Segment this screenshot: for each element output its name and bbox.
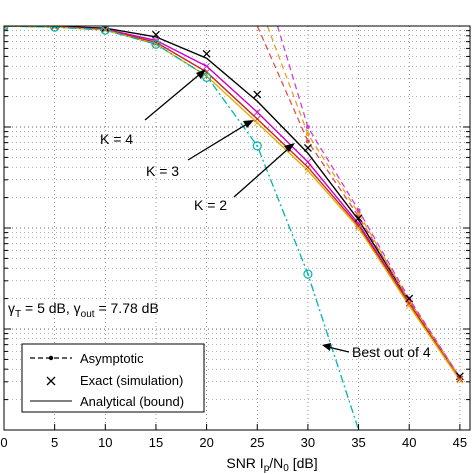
annotation-k2: K = 2: [194, 143, 295, 213]
legend-analytical-label: Analytical (bound): [80, 394, 184, 409]
legend-entry-analytical: Analytical (bound): [30, 394, 184, 409]
legend-simulation-label: Exact (simulation): [80, 373, 183, 388]
asym-marker: [305, 139, 310, 144]
annotation-k4-text: K = 4: [100, 131, 133, 147]
sim-marker-color: [456, 375, 464, 383]
annotation-k4: K = 4: [100, 69, 206, 147]
gamma-annotation: γT = 5 dB, γout = 7.78 dB: [8, 300, 159, 320]
x-tick-label-0: 0: [0, 435, 7, 450]
annotation-k2-text: K = 2: [194, 197, 227, 213]
gamma-out-sub: out: [81, 309, 95, 320]
x-tick-label-45: 45: [453, 435, 467, 450]
grid: [4, 25, 470, 431]
best-marker-dot: [306, 273, 309, 276]
sim-marker: [202, 49, 211, 58]
legend: Asymptotic Exact (simulation) Analytical…: [21, 343, 205, 413]
best-marker-dot: [104, 29, 107, 32]
x-axis-label-sub2: 0: [283, 463, 289, 474]
best-marker-dot: [154, 43, 157, 46]
sim-marker: [253, 90, 262, 99]
x-tick-label-5: 5: [51, 435, 58, 450]
series-line-best: [4, 26, 360, 430]
gamma-out-value: = 7.78 dB: [95, 300, 159, 316]
legend-entry-asymptotic: Asymptotic: [30, 351, 144, 366]
annotation-best-text: Best out of 4: [352, 344, 431, 360]
gamma-t-symbol: γ: [8, 300, 15, 316]
x-tick-label-40: 40: [402, 435, 416, 450]
best-marker-dot: [53, 26, 56, 29]
sim-marker-color: [4, 26, 8, 30]
sim-marker: [303, 144, 312, 152]
x-axis-label: SNR Ip/N0 [dB]: [226, 455, 317, 474]
best-marker: [151, 39, 161, 49]
x-tick-label-25: 25: [250, 435, 264, 450]
sim-marker: [101, 26, 110, 32]
sim-marker: [354, 214, 363, 223]
sim-marker-color: [405, 302, 413, 310]
x-tick-label-30: 30: [301, 435, 315, 450]
sim-marker-color: [203, 62, 210, 70]
x-axis-label-sub1: p: [264, 463, 270, 474]
gamma-out-symbol: γ: [74, 300, 81, 316]
gamma-t-value: = 5 dB,: [21, 300, 74, 316]
x-tick-label-10: 10: [98, 435, 112, 450]
asym-marker: [305, 132, 310, 137]
gamma-t-sub: T: [15, 309, 21, 320]
annotation-k3-text: K = 3: [146, 163, 179, 179]
sim-marker-color: [304, 167, 312, 174]
best-marker: [202, 72, 212, 82]
x-axis-label-base: SNR I: [226, 455, 263, 471]
best-marker: [252, 141, 262, 151]
best-marker: [303, 269, 313, 279]
plot-frame: [3, 25, 471, 431]
x-axis-label-mid: /N: [269, 455, 283, 471]
x-tick-label-15: 15: [149, 435, 163, 450]
x-tick-labels: 0 5 10 15 20 25 30 35 40 45: [0, 424, 467, 450]
annotation-best: Best out of 4: [322, 343, 431, 360]
asym-marker: [305, 125, 310, 129]
sim-marker-color: [253, 119, 261, 127]
x-tick-label-35: 35: [351, 435, 365, 450]
sim-marker-color: [456, 377, 464, 384]
sim-marker-color: [304, 158, 312, 166]
asym-marker: [356, 208, 361, 213]
sim-marker: [151, 30, 160, 39]
x-tick-label-20: 20: [199, 435, 213, 450]
sim-marker-color: [355, 224, 362, 232]
legend-entry-simulation: Exact (simulation): [46, 373, 183, 388]
x-axis-label-tail: [dB]: [289, 455, 318, 471]
sim-marker-color: [405, 299, 413, 307]
annotation-k3: K = 3: [146, 120, 254, 179]
best-marker: [50, 26, 60, 32]
series-line-asym_orange: [266, 26, 461, 378]
sim-marker-color: [253, 108, 261, 116]
best-marker-dot: [256, 144, 259, 147]
sim-marker-color: [355, 222, 362, 230]
legend-asymptotic-label: Asymptotic: [80, 351, 144, 366]
best-marker-dot: [205, 76, 208, 79]
